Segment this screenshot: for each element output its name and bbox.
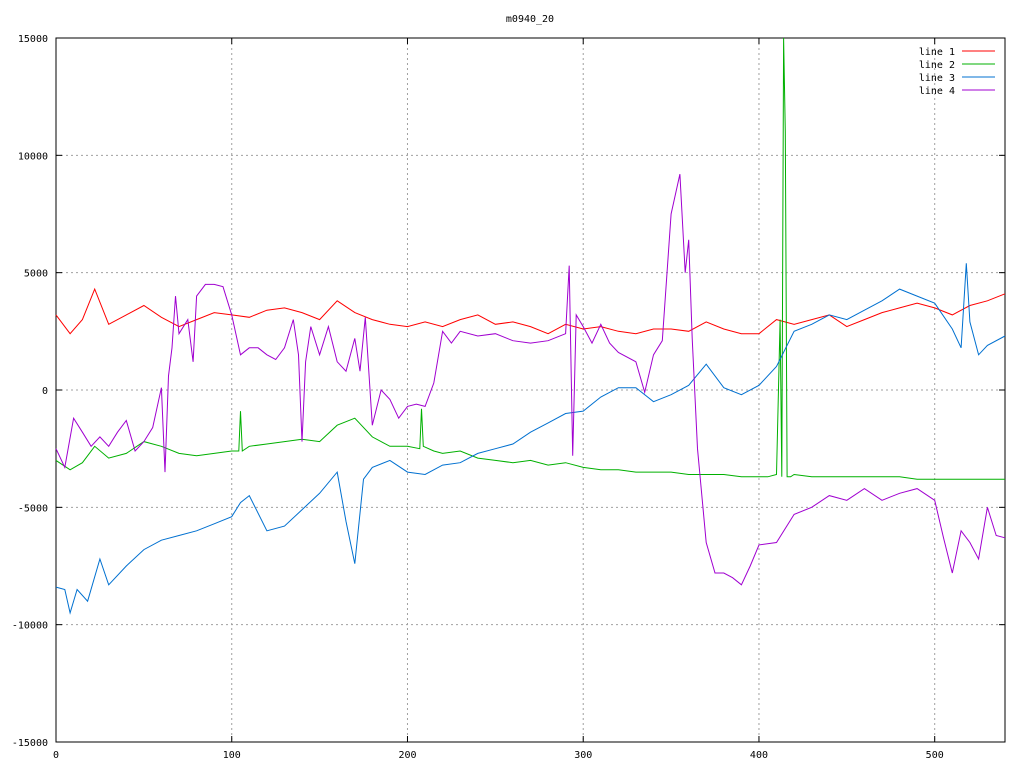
y-tick-label: -15000 xyxy=(12,738,48,749)
legend-label: line 3 xyxy=(919,73,955,84)
legend-item-1: line 1 xyxy=(919,47,995,58)
series-line-3 xyxy=(55,263,1006,615)
y-tick: 5000 xyxy=(24,269,1005,280)
x-tick-label: 500 xyxy=(926,750,944,761)
legend: line 1 line 2 line 3 line 4 xyxy=(919,47,995,97)
x-tick-label: 400 xyxy=(750,750,768,761)
legend-item-2: line 2 xyxy=(919,60,995,71)
y-tick: -5000 xyxy=(18,503,1005,514)
legend-item-3: line 3 xyxy=(919,73,995,84)
y-tick-label: -10000 xyxy=(12,621,48,632)
x-tick-label: 200 xyxy=(398,750,416,761)
x-tick: 200 xyxy=(398,38,417,761)
chart-title: m0940_20 xyxy=(506,14,554,25)
x-axis-ticks: 0 100 200 300 400 500 xyxy=(53,38,944,761)
x-tick: 400 xyxy=(750,38,768,761)
y-tick: -15000 xyxy=(12,738,1005,749)
series-line-1 xyxy=(55,287,1006,335)
legend-item-4: line 4 xyxy=(919,86,995,97)
y-tick-label: 10000 xyxy=(18,151,48,162)
x-tick-label: 100 xyxy=(223,750,241,761)
y-tick-label: 5000 xyxy=(24,269,48,280)
series-line-2 xyxy=(55,37,1005,480)
y-tick: 10000 xyxy=(18,151,1005,162)
x-tick: 100 xyxy=(223,38,241,761)
y-tick: -10000 xyxy=(12,621,1005,632)
y-tick-label: 15000 xyxy=(18,34,48,45)
legend-label: line 4 xyxy=(919,86,955,97)
y-axis-ticks: -15000 -10000 -5000 0 5000 10000 15000 xyxy=(12,34,1005,749)
series-lines xyxy=(55,37,1006,615)
grid-lines xyxy=(56,38,1005,742)
y-tick: 0 xyxy=(42,386,1005,397)
x-tick: 0 xyxy=(53,38,59,761)
series-line-4 xyxy=(55,173,1006,586)
x-tick-label: 300 xyxy=(574,750,592,761)
x-tick-label: 0 xyxy=(53,750,59,761)
x-tick: 300 xyxy=(574,38,592,761)
y-tick-label: -5000 xyxy=(18,503,48,514)
x-tick: 500 xyxy=(926,38,944,761)
legend-label: line 1 xyxy=(919,47,955,58)
legend-label: line 2 xyxy=(919,60,955,71)
y-tick: 15000 xyxy=(18,34,1005,45)
y-tick-label: 0 xyxy=(42,386,48,397)
